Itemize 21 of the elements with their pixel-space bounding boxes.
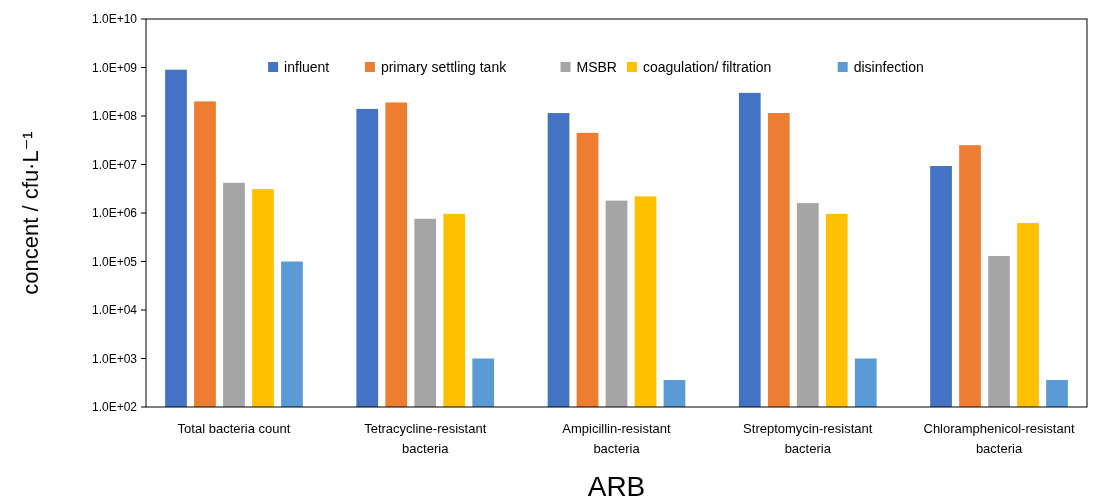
y-tick-label: 1.0E+10: [91, 12, 138, 27]
x-tick-label: Total bacteria count: [177, 421, 291, 436]
x-tick-label: Streptomycin-resistant bacteria: [743, 421, 873, 456]
x-tick-label: Chloramphenicol-resistant bacteria: [923, 421, 1075, 456]
y-tick-label: 1.0E+04: [91, 303, 138, 318]
y-tick-label: 1.0E+09: [91, 60, 138, 75]
y-tick-label: 1.0E+07: [91, 157, 138, 172]
y-tick-label: 1.0E+03: [91, 351, 138, 366]
y-tick-label: 1.0E+05: [91, 254, 138, 269]
legend-label: disinfection: [853, 58, 924, 75]
legend-label: MSBR: [576, 58, 617, 75]
y-tick-label: 1.0E+08: [91, 109, 138, 124]
legend-label: primary settling tank: [380, 58, 508, 75]
x-tick-label: Ampicillin-resistant bacteria: [562, 421, 672, 456]
legend-label: influent: [284, 58, 330, 75]
y-tick-label: 1.0E+02: [91, 400, 138, 415]
x-tick-label: Tetracycline-resistant bacteria: [364, 421, 487, 456]
x-axis-title: ARB: [587, 471, 646, 500]
legend-label: coagulation/ filtration: [642, 58, 772, 75]
y-axis-title: concent / cfu·L⁻¹: [18, 131, 43, 295]
y-tick-label: 1.0E+06: [91, 206, 138, 221]
